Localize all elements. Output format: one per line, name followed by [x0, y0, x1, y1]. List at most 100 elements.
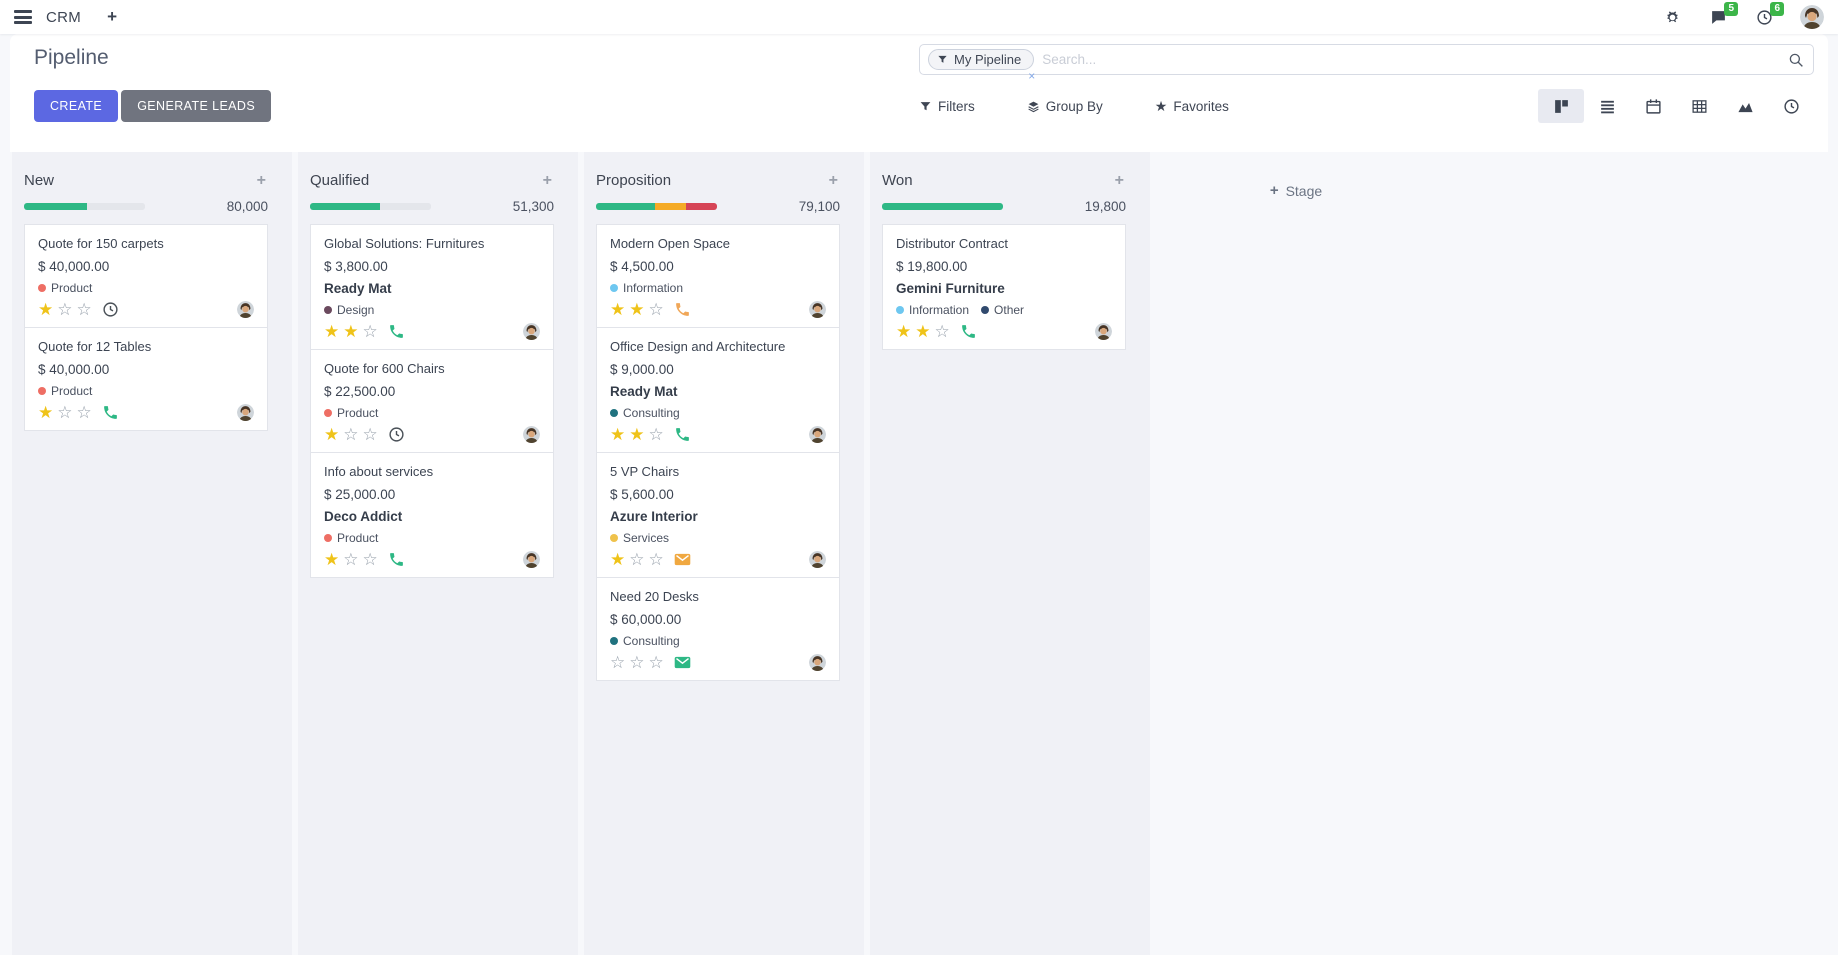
priority-star-icon[interactable]: ★ — [629, 425, 645, 444]
kanban-card[interactable]: Info about services $ 25,000.00 Deco Addic… — [310, 452, 554, 578]
column-progressbar[interactable] — [24, 203, 145, 210]
phone-icon[interactable] — [388, 551, 405, 568]
column-progressbar[interactable] — [882, 203, 1003, 210]
clock-icon[interactable] — [388, 426, 405, 443]
salesperson-avatar[interactable] — [237, 301, 254, 318]
apps-menu-icon[interactable] — [14, 8, 32, 27]
list-view-button[interactable] — [1584, 89, 1630, 123]
priority-star-icon[interactable]: ☆ — [343, 550, 359, 569]
priority-star-icon[interactable]: ☆ — [648, 653, 664, 672]
progress-segment[interactable] — [310, 203, 381, 210]
kanban-view-button[interactable] — [1538, 89, 1584, 123]
activities-clock-icon[interactable]: 6 — [1754, 2, 1784, 27]
graph-view-button[interactable] — [1722, 89, 1768, 123]
facet-remove-icon[interactable]: × — [1028, 69, 1036, 83]
priority-star-icon[interactable]: ☆ — [362, 425, 378, 444]
progress-segment[interactable] — [380, 203, 431, 210]
priority-star-icon[interactable]: ★ — [915, 322, 931, 341]
priority-star-icon[interactable]: ☆ — [648, 425, 664, 444]
priority-star-icon[interactable]: ★ — [38, 403, 54, 422]
salesperson-avatar[interactable] — [809, 426, 826, 443]
phone-icon[interactable] — [674, 426, 691, 443]
favorites-button[interactable]: ★ Favorites — [1155, 99, 1229, 114]
priority-star-icon[interactable]: ☆ — [648, 300, 664, 319]
priority-star-icon[interactable]: ☆ — [76, 403, 92, 422]
messages-icon[interactable]: 5 — [1708, 2, 1738, 27]
kanban-card[interactable]: Quote for 12 Tables $ 40,000.00 Product ★ ☆ ☆ — [24, 327, 268, 431]
priority-star-icon[interactable]: ★ — [343, 322, 359, 341]
priority-star-icon[interactable]: ★ — [610, 550, 626, 569]
priority-star-icon[interactable]: ☆ — [610, 653, 626, 672]
column-progressbar[interactable] — [596, 203, 717, 210]
priority-star-icon[interactable]: ★ — [610, 425, 626, 444]
priority-star-icon[interactable]: ☆ — [76, 300, 92, 319]
kanban-card[interactable]: Quote for 150 carpets $ 40,000.00 Product ★… — [24, 224, 268, 328]
kanban-card[interactable]: 5 VP Chairs $ 5,600.00 Azure Interior Servi… — [596, 452, 840, 578]
progress-segment[interactable] — [596, 203, 656, 210]
priority-star-icon[interactable]: ☆ — [57, 403, 73, 422]
salesperson-avatar[interactable] — [523, 551, 540, 568]
salesperson-avatar[interactable] — [809, 551, 826, 568]
quick-add-icon[interactable]: + — [828, 171, 838, 189]
kanban-card[interactable]: Distributor Contract $ 19,800.00 Gemini Fu… — [882, 224, 1126, 350]
quick-add-icon[interactable]: + — [256, 171, 266, 189]
salesperson-avatar[interactable] — [809, 654, 826, 671]
plus-tab-icon[interactable]: + — [107, 7, 117, 26]
priority-star-icon[interactable]: ☆ — [629, 653, 645, 672]
phone-icon[interactable] — [960, 323, 977, 340]
progress-segment[interactable] — [685, 203, 717, 210]
filters-button[interactable]: Filters — [919, 99, 975, 114]
priority-star-icon[interactable]: ☆ — [343, 425, 359, 444]
progress-segment[interactable] — [86, 203, 145, 210]
phone-icon[interactable] — [674, 301, 691, 318]
priority-star-icon[interactable]: ☆ — [362, 550, 378, 569]
priority-star-icon[interactable]: ★ — [324, 550, 340, 569]
priority-star-icon[interactable]: ☆ — [934, 322, 950, 341]
priority-star-icon[interactable]: ★ — [610, 300, 626, 319]
priority-star-icon[interactable]: ★ — [324, 322, 340, 341]
kanban-card[interactable]: Global Solutions: Furnitures $ 3,800.00 Re… — [310, 224, 554, 350]
phone-icon[interactable] — [102, 404, 119, 421]
priority-star-icon[interactable]: ☆ — [362, 322, 378, 341]
salesperson-avatar[interactable] — [237, 404, 254, 421]
search-facet[interactable]: My Pipeline × — [928, 49, 1035, 83]
priority-star-icon[interactable]: ☆ — [648, 550, 664, 569]
envelope-icon[interactable] — [674, 654, 691, 671]
search-bar[interactable]: My Pipeline × — [919, 44, 1814, 83]
priority-star-icon[interactable]: ☆ — [57, 300, 73, 319]
debug-bug-icon[interactable] — [1662, 7, 1682, 27]
user-avatar[interactable] — [1800, 5, 1824, 29]
progress-segment[interactable] — [882, 203, 1003, 210]
priority-star-icon[interactable]: ★ — [629, 300, 645, 319]
search-icon[interactable] — [1787, 51, 1805, 69]
search-input[interactable] — [1034, 52, 1787, 67]
progress-segment[interactable] — [24, 203, 87, 210]
activity-view-button[interactable] — [1768, 89, 1814, 123]
calendar-view-button[interactable] — [1630, 89, 1676, 123]
progress-segment[interactable] — [655, 203, 686, 210]
priority-star-icon[interactable]: ★ — [324, 425, 340, 444]
kanban-card[interactable]: Quote for 600 Chairs $ 22,500.00 Product ★ ☆… — [310, 349, 554, 453]
create-button[interactable]: CREATE — [34, 90, 119, 122]
group-by-button[interactable]: Group By — [1027, 99, 1103, 114]
kanban-card[interactable]: Need 20 Desks $ 60,000.00 Consulting ☆ ☆ ☆ — [596, 577, 840, 681]
kanban-card[interactable]: Office Design and Architecture $ 9,000.00… — [596, 327, 840, 453]
app-name[interactable]: CRM — [46, 8, 82, 26]
kanban-card[interactable]: Modern Open Space $ 4,500.00 Information ★ ★… — [596, 224, 840, 328]
priority-star-icon[interactable]: ★ — [896, 322, 912, 341]
salesperson-avatar[interactable] — [523, 323, 540, 340]
clock-icon[interactable] — [102, 301, 119, 318]
add-stage-button[interactable]: + Stage — [1270, 182, 1322, 199]
quick-add-icon[interactable]: + — [542, 171, 552, 189]
column-progressbar[interactable] — [310, 203, 431, 210]
salesperson-avatar[interactable] — [809, 301, 826, 318]
generate-leads-button[interactable]: GENERATE LEADS — [121, 90, 272, 122]
quick-add-icon[interactable]: + — [1114, 171, 1124, 189]
priority-star-icon[interactable]: ★ — [38, 300, 54, 319]
envelope-icon[interactable] — [674, 551, 691, 568]
pivot-view-button[interactable] — [1676, 89, 1722, 123]
priority-star-icon[interactable]: ☆ — [629, 550, 645, 569]
phone-icon[interactable] — [388, 323, 405, 340]
salesperson-avatar[interactable] — [523, 426, 540, 443]
salesperson-avatar[interactable] — [1095, 323, 1112, 340]
